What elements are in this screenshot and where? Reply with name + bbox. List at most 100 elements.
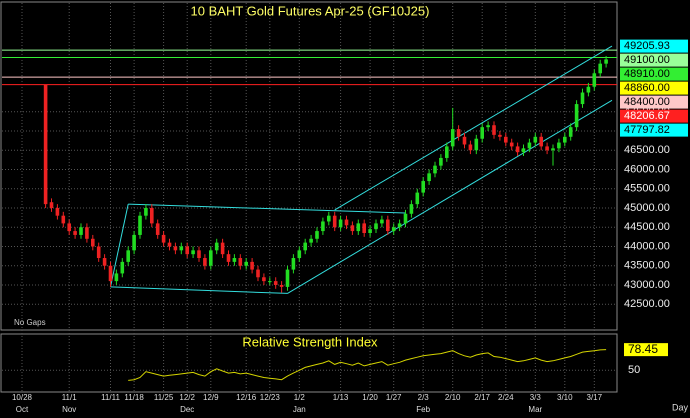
y-tick-label: 45000.00 [624,202,670,214]
candle-body [114,273,119,282]
candle-body [551,148,555,151]
candle-body [515,146,520,153]
candle-body [598,63,602,74]
candle-body [527,142,532,149]
rsi-title: Relative Strength Index [242,334,378,349]
level-box [620,81,688,95]
candle-body [521,148,526,153]
grid [2,3,617,392]
candle-body [332,215,337,228]
candle-body [262,277,266,282]
candle-body [161,234,166,243]
candle-body [557,142,561,149]
candle-body [468,144,473,151]
candle-body [309,238,313,243]
level-box [620,67,688,81]
candle-body [397,223,402,228]
candle-body [209,250,213,266]
chart-title: 10 BAHT Gold Futures Apr-25 (GF10J25) [191,3,430,18]
candle-body [73,231,77,235]
candle-body [509,142,514,147]
x-tick-label: 3/10 [557,393,573,402]
candle-body [173,246,178,251]
candle-body [415,192,420,205]
trendline [287,99,613,294]
candle-body [144,207,148,216]
candle-body [604,59,608,64]
candle-body [563,136,567,143]
month-label: Nov [62,405,76,414]
candle-body [545,146,549,151]
level-label: 47797.82 [624,124,670,136]
y-tick-label: 46500.00 [624,144,670,156]
level-box [620,109,688,123]
candle-body [362,223,366,234]
candle-body [285,269,290,287]
x-tick-label: 12/23 [260,393,281,402]
level-label: 48860.00 [624,82,670,94]
candle-body [279,284,284,287]
x-tick-label: 2/10 [445,393,461,402]
candle-body [492,125,496,135]
candle-body [474,138,479,151]
candle-body [61,215,66,224]
month-label: Oct [16,405,29,414]
candle-body [138,215,142,235]
candle-body [380,219,384,224]
candle-body [539,136,543,147]
x-tick-label: 12/2 [179,393,195,402]
level-box [620,53,688,67]
candle-body [273,281,278,285]
x-tick-label: 12/16 [236,393,257,402]
rsi-line [128,349,607,381]
candle-body [268,281,272,283]
level-box [620,39,688,53]
candle-body [250,261,254,270]
candle-body [356,223,361,232]
candle-body [297,250,302,259]
x-tick-label: 2/24 [498,393,514,402]
candle-body [291,258,296,270]
x-tick-label: 1/2 [294,393,306,402]
candle-body [49,202,54,208]
candle-body [374,223,378,230]
candle-body [197,250,201,259]
month-label: Dec [180,405,194,414]
candle-body [568,127,573,137]
candle-body [462,136,467,145]
candle-body [315,231,319,239]
y-tick-label: 46000.00 [624,163,670,175]
level-label: 49100.00 [624,54,670,66]
x-tick-label: 3/17 [587,393,603,402]
candle-body [256,269,260,278]
candle-body [85,227,89,239]
candle-body [244,261,248,266]
marks [2,45,617,381]
candle-body [238,258,243,266]
candle-body [232,258,237,262]
candle-body [338,219,343,228]
month-label: Feb [416,405,430,414]
y-tick-label: 44500.00 [624,221,670,233]
candle-body [55,207,60,216]
candle-body [191,250,195,255]
candle-body [391,227,396,232]
month-label: Mar [528,405,542,414]
level-box [620,123,688,137]
candle-body [102,258,107,266]
price-panel [0,1,618,331]
rsi-value-box [624,343,668,357]
candle-body [574,104,579,128]
candle-body [498,134,502,137]
candle-body [445,146,449,158]
x-tick-label: 2/3 [418,393,430,402]
candle-body [592,73,597,87]
candle-body [79,227,83,235]
candle-body [439,157,443,166]
level-label: 48910.00 [624,68,670,80]
y-tick-label: 43500.00 [624,260,670,272]
level-box [620,95,688,109]
candle-body [456,129,461,137]
candle-body [403,213,408,224]
